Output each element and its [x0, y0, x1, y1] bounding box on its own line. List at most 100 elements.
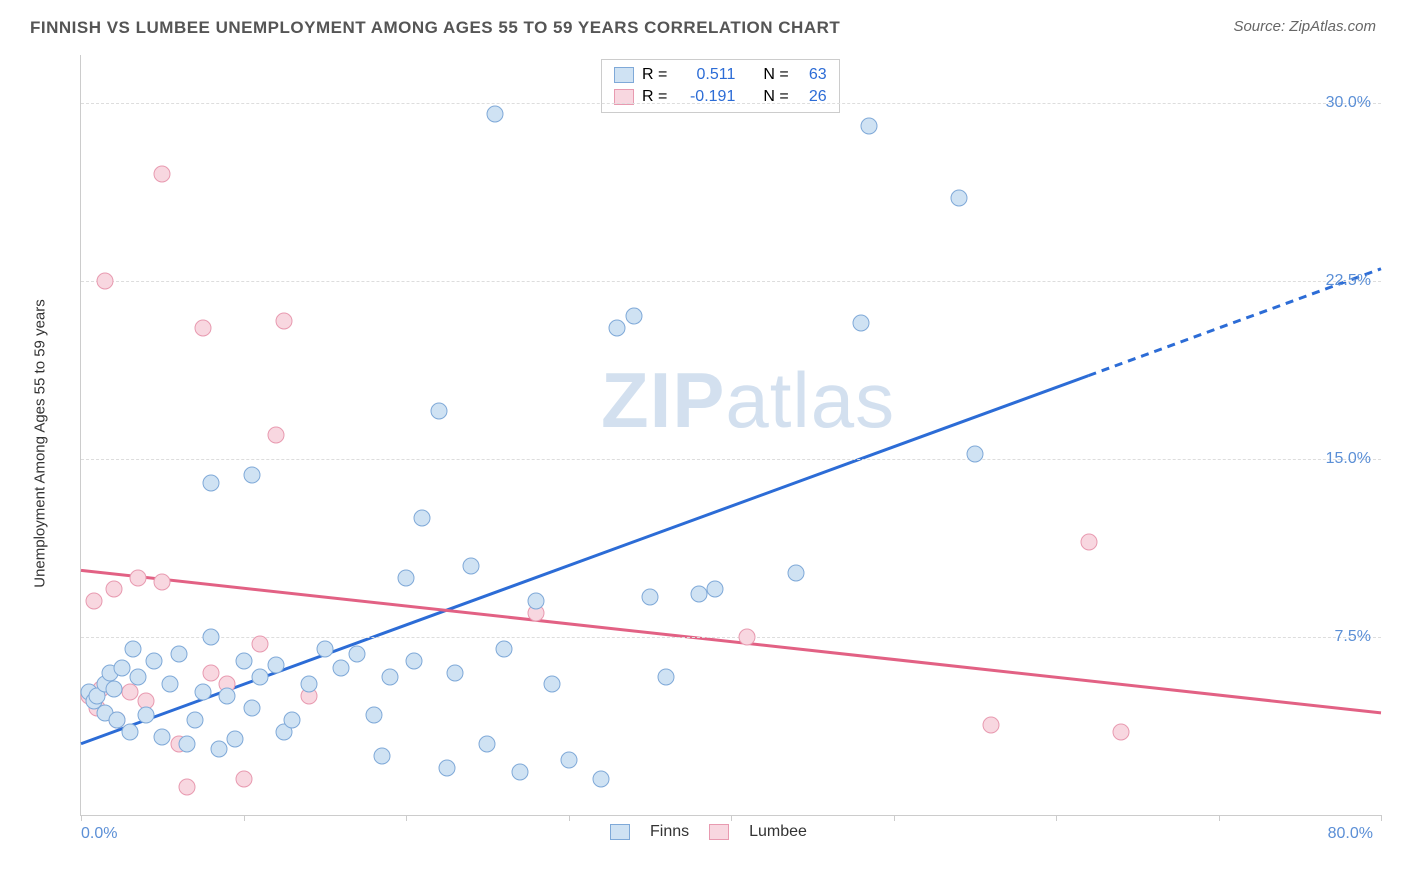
finns-point: [966, 446, 983, 463]
lumbee-point: [1080, 533, 1097, 550]
finns-point: [162, 676, 179, 693]
finns-point: [690, 586, 707, 603]
lumbee-point: [251, 636, 268, 653]
source-attribution: Source: ZipAtlas.com: [1233, 18, 1376, 35]
finns-point: [544, 676, 561, 693]
finns-point: [125, 640, 142, 657]
finns-point: [560, 752, 577, 769]
finns-point: [316, 640, 333, 657]
gridline: [81, 459, 1381, 460]
finns-point: [105, 681, 122, 698]
finns-point: [788, 564, 805, 581]
finns-point: [593, 771, 610, 788]
finns-point: [406, 652, 423, 669]
x-tick: [894, 815, 895, 821]
finns-point: [203, 474, 220, 491]
legend-n-label: N =: [763, 66, 788, 84]
finns-point: [235, 652, 252, 669]
legend-r-label: R =: [642, 66, 667, 84]
finns-point: [373, 747, 390, 764]
finns-point: [381, 669, 398, 686]
finns-point: [113, 659, 130, 676]
legend-row-finns: R = 0.511 N = 63: [614, 64, 827, 86]
finns-point: [178, 735, 195, 752]
lumbee-point: [1113, 723, 1130, 740]
finns-point: [414, 510, 431, 527]
finns-point: [511, 764, 528, 781]
finns-point: [194, 683, 211, 700]
lumbee-point: [154, 574, 171, 591]
finns-point: [706, 581, 723, 598]
finns-point: [138, 707, 155, 724]
finns-point: [284, 712, 301, 729]
finns-point: [365, 707, 382, 724]
finns-point: [219, 688, 236, 705]
lumbee-point: [983, 716, 1000, 733]
x-tick: [1219, 815, 1220, 821]
x-tick-label-start: 0.0%: [81, 825, 117, 843]
finns-point: [333, 659, 350, 676]
finns-point: [438, 759, 455, 776]
swatch-lumbee: [709, 824, 729, 840]
finns-point: [154, 728, 171, 745]
lumbee-point: [105, 581, 122, 598]
lumbee-point: [154, 165, 171, 182]
finns-point: [950, 189, 967, 206]
series-legend: Finns Lumbee: [610, 823, 807, 841]
legend-label-lumbee: Lumbee: [749, 823, 807, 841]
y-axis-label: Unemployment Among Ages 55 to 59 years: [32, 299, 49, 588]
lumbee-point: [203, 664, 220, 681]
chart-container: Unemployment Among Ages 55 to 59 years Z…: [50, 55, 1380, 845]
finns-point: [861, 118, 878, 135]
finns-point: [170, 645, 187, 662]
finns-point: [211, 740, 228, 757]
lumbee-point: [178, 778, 195, 795]
x-tick: [244, 815, 245, 821]
finns-point: [349, 645, 366, 662]
gridline: [81, 637, 1381, 638]
trend-line: [81, 570, 1381, 713]
x-tick: [1381, 815, 1382, 821]
finns-point: [268, 657, 285, 674]
lumbee-point: [739, 628, 756, 645]
finns-point: [430, 403, 447, 420]
finns-point: [251, 669, 268, 686]
finns-point: [479, 735, 496, 752]
finns-point: [129, 669, 146, 686]
finns-point: [446, 664, 463, 681]
finns-point: [463, 557, 480, 574]
legend-row-lumbee: R = -0.191 N = 26: [614, 86, 827, 108]
finns-point: [658, 669, 675, 686]
finns-point: [495, 640, 512, 657]
legend-r-value-finns: 0.511: [675, 66, 735, 84]
lumbee-point: [86, 593, 103, 610]
finns-point: [146, 652, 163, 669]
plot-area: ZIPatlas R = 0.511 N = 63 R = -0.191 N =…: [80, 55, 1381, 816]
swatch-finns: [614, 67, 634, 83]
x-tick: [569, 815, 570, 821]
x-tick-label-end: 80.0%: [1328, 825, 1373, 843]
lumbee-point: [276, 313, 293, 330]
finns-point: [121, 723, 138, 740]
finns-point: [487, 106, 504, 123]
legend-n-value-finns: 63: [797, 66, 827, 84]
finns-point: [398, 569, 415, 586]
finns-point: [203, 628, 220, 645]
lumbee-point: [97, 272, 114, 289]
lumbee-point: [268, 427, 285, 444]
finns-point: [243, 700, 260, 717]
finns-point: [853, 315, 870, 332]
finns-point: [186, 712, 203, 729]
finns-point: [300, 676, 317, 693]
lumbee-point: [235, 771, 252, 788]
correlation-legend: R = 0.511 N = 63 R = -0.191 N = 26: [601, 59, 840, 113]
chart-title: FINNISH VS LUMBEE UNEMPLOYMENT AMONG AGE…: [30, 18, 840, 38]
y-tick-label: 30.0%: [1326, 94, 1371, 112]
legend-label-finns: Finns: [650, 823, 689, 841]
header-bar: FINNISH VS LUMBEE UNEMPLOYMENT AMONG AGE…: [0, 0, 1406, 38]
finns-point: [227, 731, 244, 748]
lumbee-point: [194, 320, 211, 337]
x-tick: [81, 815, 82, 821]
swatch-finns: [610, 824, 630, 840]
x-tick: [1056, 815, 1057, 821]
